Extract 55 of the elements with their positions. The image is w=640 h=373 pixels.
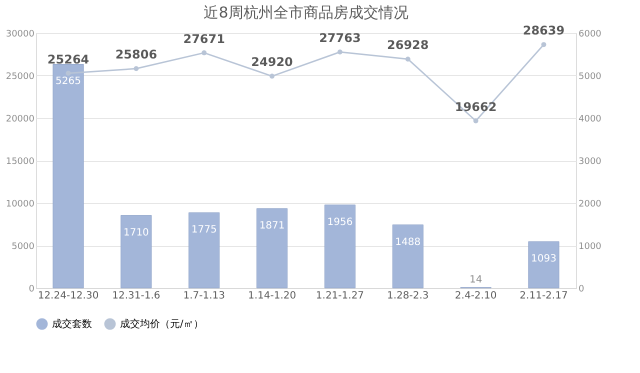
point — [270, 74, 275, 79]
bar — [188, 212, 220, 288]
point — [134, 66, 139, 72]
data-label: 19662 — [454, 100, 497, 114]
x-tick-label: 2.11-2.17 — [520, 290, 568, 302]
data-label: 1956 — [327, 216, 353, 228]
bar — [324, 204, 356, 288]
point — [337, 50, 342, 55]
bar — [256, 208, 288, 288]
bar — [120, 215, 152, 288]
y2-tick-label: 1000 — [578, 242, 602, 252]
bar — [392, 224, 424, 288]
x-tick-label: 1.14-1.20 — [248, 290, 296, 302]
y2-tick-label: 6000 — [578, 30, 602, 40]
data-label: 27671 — [183, 32, 225, 46]
data-label: 1488 — [395, 236, 421, 248]
y2-tick-label: 2000 — [578, 200, 602, 210]
data-label: 26928 — [387, 38, 429, 52]
y2-tick-label: 3000 — [578, 157, 602, 167]
x-tick-label: 12.31-1.6 — [112, 290, 160, 302]
point — [202, 50, 207, 56]
y-tick-label: 25000 — [6, 72, 35, 82]
point — [541, 42, 546, 48]
y-tick-label: 5000 — [12, 242, 35, 252]
x-tick-label: 12.24-12.30 — [38, 290, 99, 302]
legend-label: 成交套数 — [52, 318, 92, 330]
legend-label: 成交均价（元/㎡） — [120, 318, 204, 330]
data-label: 1871 — [259, 220, 285, 232]
x-tick-label: 1.7-1.13 — [183, 290, 226, 302]
y-tick-label: 15000 — [6, 157, 35, 167]
y-tick-label: 10000 — [6, 200, 35, 210]
x-tick-label: 2.4-2.10 — [454, 290, 497, 302]
data-label: 27763 — [319, 31, 361, 46]
y-tick-label: 0 — [28, 284, 35, 294]
data-label: 25264 — [47, 52, 90, 66]
y2-tick-label: 4000 — [578, 114, 602, 124]
data-label: 1710 — [123, 227, 149, 238]
y2-tick-label: 5000 — [578, 72, 602, 82]
data-label: 1775 — [191, 224, 217, 236]
y-tick-label: 20000 — [6, 114, 35, 124]
bar — [528, 241, 560, 288]
data-label: 24920 — [251, 55, 293, 70]
chart-title: 近8周杭州全市商品房成交情况 — [204, 4, 408, 22]
bar — [52, 64, 84, 288]
data-label: 28639 — [522, 24, 565, 38]
data-label: 5265 — [56, 76, 81, 88]
x-tick-label: 1.21-1.27 — [316, 290, 364, 302]
point — [473, 118, 478, 124]
y2-tick-label: 0 — [578, 284, 584, 294]
data-label: 14 — [469, 274, 482, 286]
x-tick-label: 1.28-2.3 — [386, 290, 429, 302]
y-tick-label: 30000 — [6, 30, 35, 40]
point — [405, 56, 410, 62]
data-label: 1093 — [531, 254, 556, 265]
data-label: 25806 — [115, 48, 158, 62]
